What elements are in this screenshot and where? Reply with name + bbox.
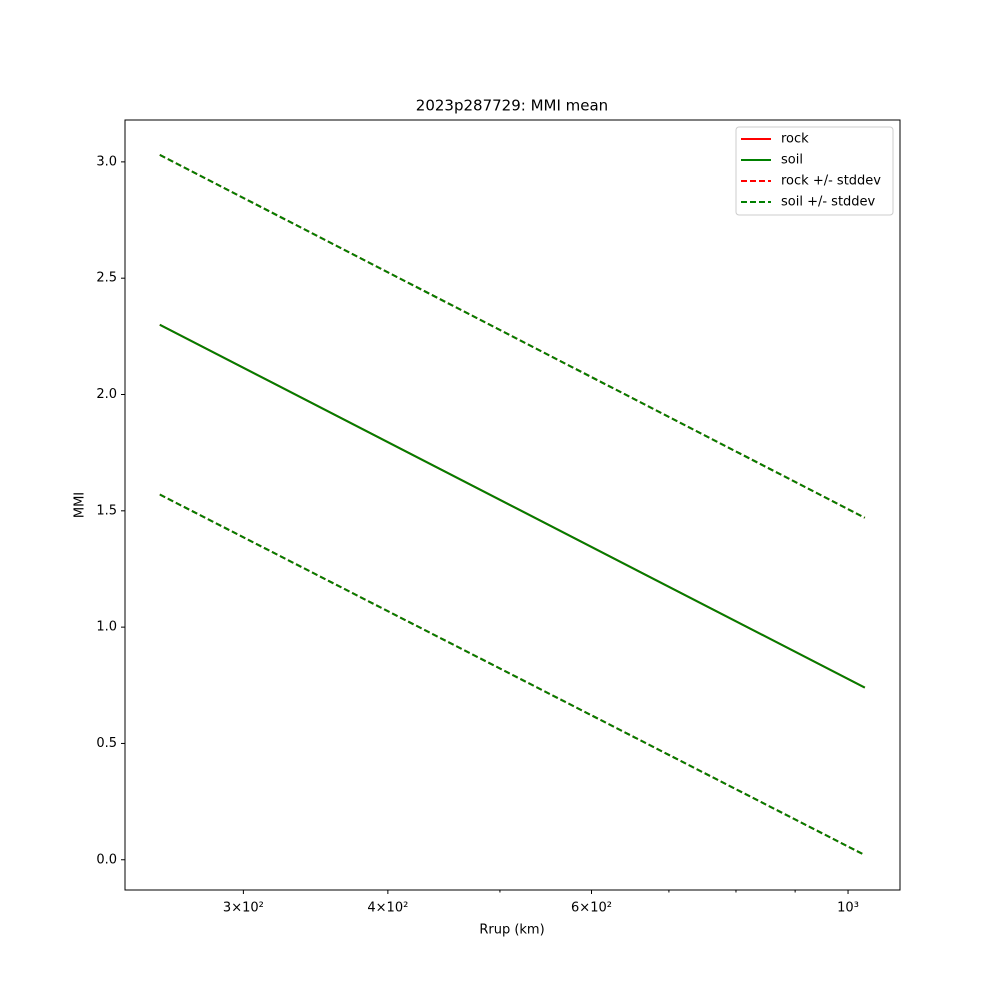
x-axis-label: Rrup (km) — [479, 923, 544, 938]
legend-box — [735, 126, 894, 216]
y-tick-label: 0.5 — [96, 736, 117, 751]
y-axis-label: MMI — [73, 492, 88, 518]
x-tick-label: 4×10² — [367, 901, 408, 916]
y-tick-label: 0.0 — [96, 852, 117, 867]
x-tick-label: 10³ — [837, 901, 859, 916]
y-tick-label: 1.5 — [96, 503, 117, 518]
y-tick-label: 3.0 — [96, 154, 117, 169]
series-line — [159, 154, 866, 519]
x-tick-label: 3×10² — [223, 901, 264, 916]
series-line — [159, 323, 866, 689]
legend-label: rock +/- stddev — [781, 174, 881, 189]
series-line — [159, 493, 866, 856]
y-tick-label: 2.0 — [96, 387, 117, 402]
x-tick-label: 6×10² — [571, 901, 612, 916]
chart-title: 2023p287729: MMI mean — [416, 97, 608, 115]
legend-label: rock — [781, 132, 809, 147]
y-tick-label: 2.5 — [96, 271, 117, 286]
legend-label: soil +/- stddev — [781, 195, 876, 210]
plot-frame — [124, 119, 901, 891]
legend-label: soil — [781, 153, 803, 168]
y-tick-label: 1.0 — [96, 620, 117, 635]
